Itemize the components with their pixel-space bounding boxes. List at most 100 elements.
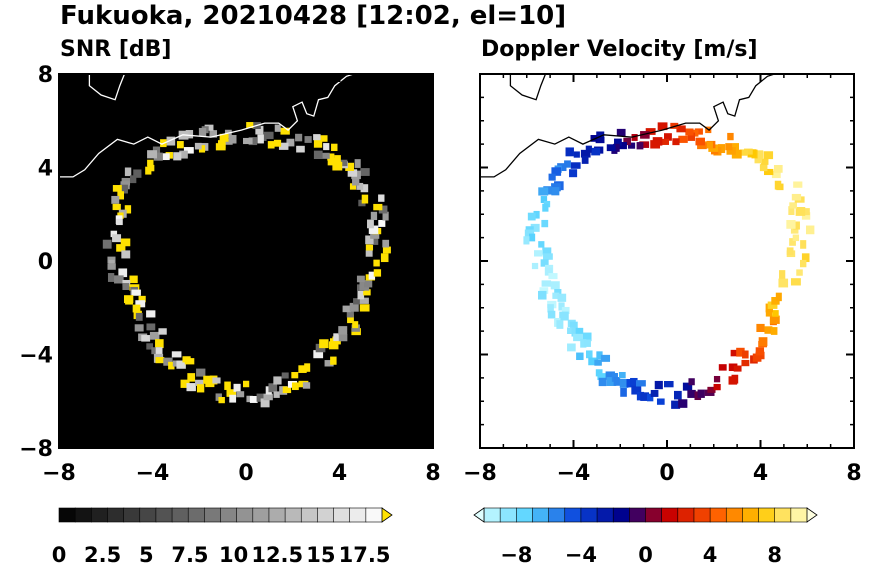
echo-cell [760, 158, 769, 165]
echo-cell [556, 320, 564, 329]
echo-cell [805, 225, 815, 235]
echo-cell [364, 280, 373, 288]
colorbar-segment [74, 507, 92, 523]
echo-cell [342, 305, 351, 313]
echo-cell [255, 125, 264, 135]
echo-cell [268, 383, 278, 393]
echo-cell [528, 233, 536, 242]
colorbar-segment [596, 507, 614, 523]
echo-cell [523, 236, 530, 245]
echo-cell [147, 150, 158, 159]
colorbar-segment [58, 507, 76, 523]
y-tick-label: 0 [38, 250, 53, 275]
echo-cell [356, 275, 365, 283]
echo-cell [273, 376, 282, 385]
echo-cell [360, 184, 369, 193]
echo-cell [758, 337, 768, 347]
echo-cell [650, 389, 659, 397]
echo-cell [731, 374, 739, 384]
colorbar-segment [612, 507, 630, 523]
colorbar-segment [123, 507, 141, 523]
colorbar-segment [645, 507, 663, 523]
echo-cell [320, 135, 328, 142]
echo-cell [600, 354, 611, 362]
doppler-coastline [480, 73, 775, 178]
colorbar-segment [317, 507, 335, 523]
echo-cell [155, 357, 165, 364]
colorbar-tick-label: 15 [306, 543, 335, 567]
echo-cell [676, 125, 686, 133]
colorbar-segment [758, 507, 776, 523]
echo-cell [800, 240, 807, 249]
colorbar-segment [284, 507, 302, 523]
echo-cell [657, 122, 668, 131]
echo-cell [616, 128, 626, 137]
colorbar-tick-label: 0 [52, 543, 67, 567]
echo-cell [368, 271, 376, 280]
colorbar-segment [515, 507, 534, 523]
echo-cell [540, 196, 548, 203]
echo-cell [280, 127, 290, 135]
colorbar-segment [333, 507, 351, 523]
echo-cell [620, 388, 627, 397]
colorbar-tick-label: 5 [139, 543, 154, 567]
echo-cell [248, 137, 258, 146]
echo-cell [789, 202, 797, 209]
echo-cell [278, 142, 289, 150]
echo-cell [733, 365, 742, 372]
echo-cell [153, 152, 163, 161]
echo-cell [111, 195, 120, 204]
x-tick-label: −4 [136, 461, 170, 486]
echo-cell [550, 281, 560, 290]
y-tick-label: −8 [19, 437, 53, 462]
echo-cell [580, 339, 587, 348]
colorbar-tick-label: 17.5 [339, 543, 391, 567]
x-tick-label: 0 [238, 461, 253, 486]
echo-cell [196, 368, 206, 377]
echo-cell [198, 127, 207, 137]
echo-cell [204, 124, 214, 131]
echo-cell [116, 244, 126, 252]
echo-cell [107, 256, 116, 264]
echo-cell [551, 167, 562, 176]
echo-cell [209, 130, 218, 138]
y-tick-label: 8 [38, 63, 53, 88]
echo-cell [334, 155, 341, 163]
echo-cell [226, 389, 237, 397]
colorbar-tick-label: 8 [767, 543, 782, 567]
echo-cell [565, 147, 574, 157]
echo-cell [129, 275, 138, 284]
echo-cell [792, 234, 800, 242]
echo-cell [124, 205, 132, 214]
echo-cell [162, 153, 170, 161]
y-tick-label: 4 [38, 157, 53, 182]
echo-cell [382, 246, 391, 254]
echo-cell [531, 262, 539, 270]
echo-cell [176, 141, 184, 149]
echo-cell [371, 237, 379, 245]
echo-cell [149, 331, 160, 340]
echo-cell [185, 130, 194, 139]
colorbar-tick-label: 0 [638, 543, 653, 567]
echo-cell [378, 219, 386, 227]
echo-cell [697, 389, 705, 398]
doppler-colorbar-ticks: −8 −4 0 4 8 [500, 543, 782, 567]
echo-cell [678, 399, 688, 408]
echo-cell [304, 136, 312, 143]
echo-cell [363, 289, 371, 296]
colorbar-over-arrow [806, 507, 818, 523]
echo-cell [688, 378, 695, 386]
echo-cell [291, 382, 299, 391]
doppler-x-ticks: −8 −4 0 4 8 [463, 73, 862, 486]
echo-cell [534, 250, 543, 257]
echo-cell [273, 391, 280, 398]
x-tick-label: 4 [332, 461, 347, 486]
echo-cell [112, 203, 121, 211]
echo-cell [130, 175, 137, 184]
echo-cell [557, 163, 567, 172]
echo-cell [132, 304, 141, 313]
echo-cell [155, 347, 163, 355]
colorbar-under-arrow [473, 507, 485, 523]
echo-cell [260, 398, 270, 408]
echo-cell [786, 220, 796, 229]
